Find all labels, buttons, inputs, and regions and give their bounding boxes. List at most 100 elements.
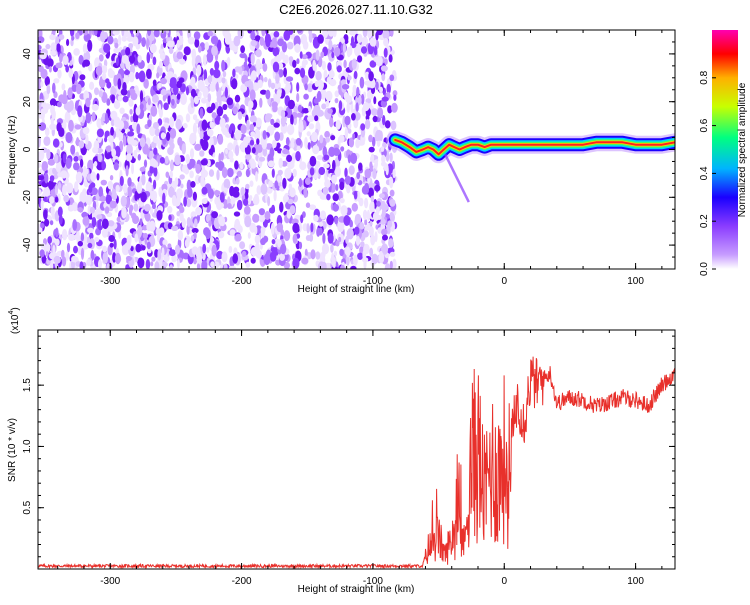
noise-speckle <box>381 154 386 164</box>
noise-speckle <box>392 258 397 269</box>
noise-speckle <box>375 129 383 141</box>
noise-speckle <box>288 30 294 35</box>
noise-speckle <box>209 68 214 76</box>
noise-speckle <box>347 154 351 164</box>
noise-speckle <box>167 40 175 48</box>
noise-speckle <box>280 243 287 255</box>
noise-speckle <box>184 238 190 248</box>
noise-speckle <box>331 51 335 59</box>
noise-speckle <box>143 78 149 89</box>
noise-speckle <box>285 76 294 82</box>
noise-speckle <box>166 131 171 141</box>
noise-speckle <box>227 203 232 209</box>
noise-speckle <box>200 138 204 147</box>
noise-speckle <box>80 232 85 242</box>
noise-speckle <box>286 154 293 162</box>
noise-speckle <box>169 249 176 257</box>
noise-speckle <box>273 189 277 202</box>
noise-speckle <box>87 174 91 182</box>
noise-speckle <box>317 189 323 197</box>
noise-speckle <box>376 205 380 215</box>
noise-speckle <box>316 160 321 168</box>
noise-speckle <box>339 248 344 257</box>
noise-speckle <box>160 261 168 268</box>
noise-speckle <box>267 98 271 106</box>
noise-speckle <box>382 30 390 40</box>
noise-speckle <box>194 218 198 228</box>
noise-speckle <box>179 212 184 222</box>
noise-speckle <box>283 30 291 41</box>
noise-speckle <box>77 207 84 213</box>
spectrogram-y-tick-label: 20 <box>22 96 33 108</box>
noise-speckle <box>334 166 341 177</box>
noise-speckle <box>147 119 152 128</box>
noise-speckle <box>380 212 385 224</box>
noise-speckle <box>374 184 381 192</box>
noise-speckle <box>130 115 134 123</box>
noise-speckle <box>48 66 52 73</box>
noise-speckle <box>176 258 180 269</box>
noise-speckle <box>224 32 232 40</box>
noise-speckle <box>344 37 349 44</box>
noise-speckle <box>187 187 193 198</box>
noise-speckle <box>38 122 47 131</box>
noise-speckle <box>348 137 355 148</box>
noise-speckle <box>139 137 146 148</box>
colorbar-tick-label: 0.6 <box>699 118 710 132</box>
noise-speckle <box>157 231 160 243</box>
noise-speckle <box>125 255 132 262</box>
noise-speckle <box>62 184 67 196</box>
noise-speckle <box>211 112 217 119</box>
noise-speckle <box>374 231 378 243</box>
noise-speckle <box>170 159 174 172</box>
noise-speckle <box>299 161 307 171</box>
noise-speckle <box>38 136 41 148</box>
noise-speckle <box>141 173 146 186</box>
noise-speckle <box>103 43 111 53</box>
noise-speckle <box>309 155 317 167</box>
noise-speckle <box>331 256 336 263</box>
noise-speckle <box>307 115 315 123</box>
noise-speckle <box>381 96 389 102</box>
noise-speckle <box>118 161 122 168</box>
noise-speckle <box>389 152 393 163</box>
noise-speckle <box>50 42 57 52</box>
noise-speckle <box>262 147 268 157</box>
noise-speckle <box>243 198 249 206</box>
noise-speckle <box>393 94 397 101</box>
noise-speckle <box>157 248 162 261</box>
noise-speckle <box>202 243 207 254</box>
noise-speckle <box>82 126 90 135</box>
noise-speckle <box>389 212 395 222</box>
noise-speckle <box>61 83 66 91</box>
noise-speckle <box>216 169 220 181</box>
noise-speckle <box>338 236 342 243</box>
noise-speckle <box>100 30 106 43</box>
noise-speckle <box>366 209 370 221</box>
spectrogram-y-tick-label: 0 <box>22 146 33 152</box>
noise-speckle <box>340 264 345 269</box>
noise-speckle <box>343 59 347 69</box>
noise-speckle <box>306 131 311 137</box>
noise-speckle <box>167 71 174 78</box>
noise-speckle <box>328 70 335 79</box>
noise-speckle <box>107 220 115 227</box>
noise-speckle <box>270 118 275 126</box>
noise-speckle <box>316 109 324 117</box>
noise-speckle <box>262 63 268 72</box>
noise-speckle <box>141 37 147 48</box>
noise-speckle <box>203 69 208 82</box>
noise-speckle <box>308 234 314 242</box>
noise-speckle <box>117 95 123 102</box>
noise-speckle <box>250 247 258 257</box>
noise-speckle <box>223 263 228 269</box>
noise-speckle <box>320 51 325 58</box>
noise-speckle <box>322 233 326 244</box>
noise-speckle <box>101 228 108 238</box>
noise-speckle <box>363 102 370 112</box>
noise-speckle <box>244 81 252 87</box>
colorbar-tick-label: 0.4 <box>699 166 710 180</box>
noise-speckle <box>141 245 146 251</box>
noise-speckle <box>297 104 303 113</box>
